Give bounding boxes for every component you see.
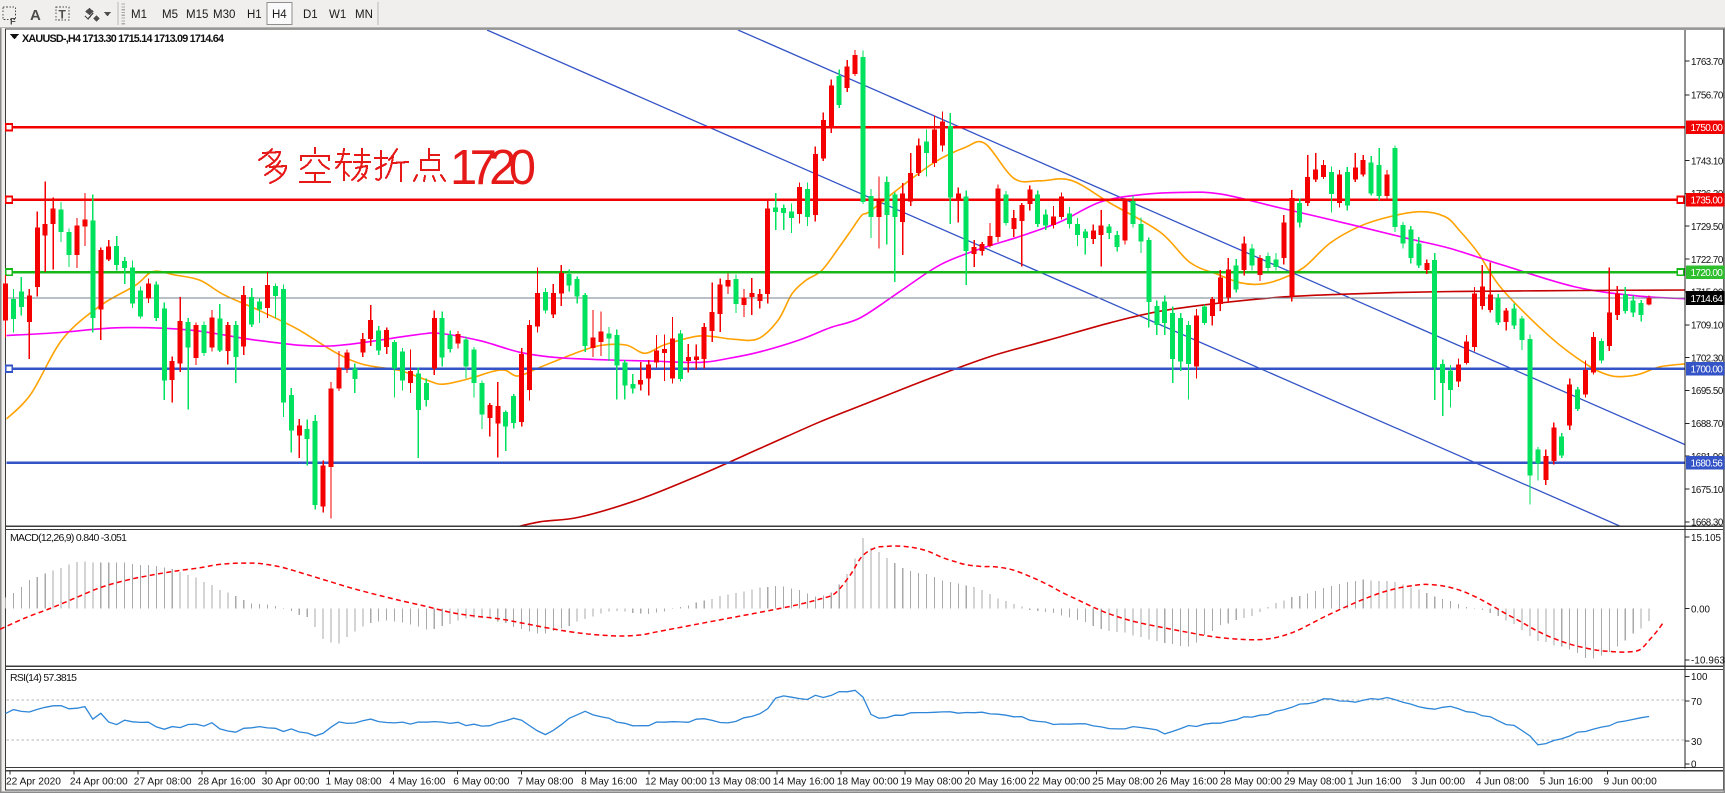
- svg-text:1688.70: 1688.70: [1691, 419, 1724, 430]
- svg-text:3 Jun 00:00: 3 Jun 00:00: [1412, 777, 1466, 788]
- svg-text:1675.10: 1675.10: [1691, 485, 1724, 496]
- svg-text:M15: M15: [186, 9, 208, 21]
- svg-text:8 May 16:00: 8 May 16:00: [581, 777, 637, 788]
- svg-text:100: 100: [1691, 672, 1708, 683]
- svg-text:1700.00: 1700.00: [1691, 365, 1724, 376]
- svg-text:12 May 00:00: 12 May 00:00: [645, 777, 707, 788]
- svg-text:1714.64: 1714.64: [1691, 294, 1724, 305]
- svg-text:1702.30: 1702.30: [1691, 353, 1724, 364]
- svg-text:MACD(12,26,9) 0.840 -3.051: MACD(12,26,9) 0.840 -3.051: [10, 532, 127, 544]
- svg-text:1756.70: 1756.70: [1691, 91, 1724, 102]
- svg-text:XAUUSD-,H4 1713.30 1715.14 17: XAUUSD-,H4 1713.30 1715.14 1713.09 1714.…: [22, 33, 224, 45]
- svg-text:20 May 16:00: 20 May 16:00: [965, 777, 1027, 788]
- svg-text:14 May 16:00: 14 May 16:00: [773, 777, 835, 788]
- svg-text:D1: D1: [303, 9, 318, 21]
- svg-text:70: 70: [1691, 697, 1703, 708]
- svg-text:30: 30: [1691, 737, 1703, 748]
- svg-text:9 Jun 00:00: 9 Jun 00:00: [1604, 777, 1658, 788]
- svg-text:1695.50: 1695.50: [1691, 386, 1724, 397]
- svg-text:5 Jun 16:00: 5 Jun 16:00: [1540, 777, 1594, 788]
- svg-text:29 May 08:00: 29 May 08:00: [1284, 777, 1346, 788]
- svg-text:25 May 08:00: 25 May 08:00: [1092, 777, 1154, 788]
- svg-text:28 Apr 16:00: 28 Apr 16:00: [198, 777, 256, 788]
- svg-text:1763.70: 1763.70: [1691, 57, 1724, 68]
- svg-text:1 Jun 16:00: 1 Jun 16:00: [1348, 777, 1402, 788]
- svg-text:4 Jun 08:00: 4 Jun 08:00: [1476, 777, 1530, 788]
- svg-text:4 May 16:00: 4 May 16:00: [389, 777, 445, 788]
- svg-text:M5: M5: [162, 9, 178, 21]
- svg-text:1 May 08:00: 1 May 08:00: [326, 777, 382, 788]
- svg-text:19 May 08:00: 19 May 08:00: [901, 777, 963, 788]
- svg-text:18 May 00:00: 18 May 00:00: [837, 777, 899, 788]
- svg-text:RSI(14) 57.3815: RSI(14) 57.3815: [10, 672, 77, 684]
- svg-text:24 Apr 00:00: 24 Apr 00:00: [70, 777, 128, 788]
- svg-text:13 May 08:00: 13 May 08:00: [709, 777, 771, 788]
- svg-text:M30: M30: [213, 9, 235, 21]
- svg-text:A: A: [30, 7, 41, 24]
- svg-text:1709.10: 1709.10: [1691, 321, 1724, 332]
- svg-text:H1: H1: [247, 9, 262, 21]
- svg-text:26 May 16:00: 26 May 16:00: [1156, 777, 1218, 788]
- svg-text:1680.56: 1680.56: [1691, 459, 1724, 470]
- svg-text:1750.00: 1750.00: [1691, 123, 1724, 134]
- svg-text:1722.70: 1722.70: [1691, 255, 1724, 266]
- svg-text:W1: W1: [329, 9, 346, 21]
- svg-text:1735.00: 1735.00: [1691, 196, 1724, 207]
- svg-text:6 May 00:00: 6 May 00:00: [453, 777, 509, 788]
- svg-text:28 May 00:00: 28 May 00:00: [1220, 777, 1282, 788]
- svg-text:F: F: [10, 17, 16, 28]
- svg-text:-10.963: -10.963: [1691, 656, 1725, 667]
- svg-text:MN: MN: [355, 9, 373, 21]
- svg-text:M1: M1: [131, 9, 147, 21]
- svg-text:1720: 1720: [450, 141, 536, 195]
- svg-text:1720.00: 1720.00: [1691, 268, 1724, 279]
- svg-text:1743.10: 1743.10: [1691, 156, 1724, 167]
- svg-text:1729.50: 1729.50: [1691, 222, 1724, 233]
- svg-text:H4: H4: [272, 9, 287, 21]
- svg-text:15.105: 15.105: [1691, 533, 1722, 544]
- svg-text:0.00: 0.00: [1691, 604, 1711, 615]
- svg-text:22 Apr 2020: 22 Apr 2020: [6, 777, 61, 788]
- svg-text:22 May 00:00: 22 May 00:00: [1028, 777, 1090, 788]
- svg-text:7 May 08:00: 7 May 08:00: [517, 777, 573, 788]
- svg-text:30 Apr 00:00: 30 Apr 00:00: [262, 777, 320, 788]
- svg-text:T: T: [59, 8, 67, 22]
- svg-text:27 Apr 08:00: 27 Apr 08:00: [134, 777, 192, 788]
- svg-text:0: 0: [1691, 760, 1697, 771]
- svg-text:1668.30: 1668.30: [1691, 518, 1724, 529]
